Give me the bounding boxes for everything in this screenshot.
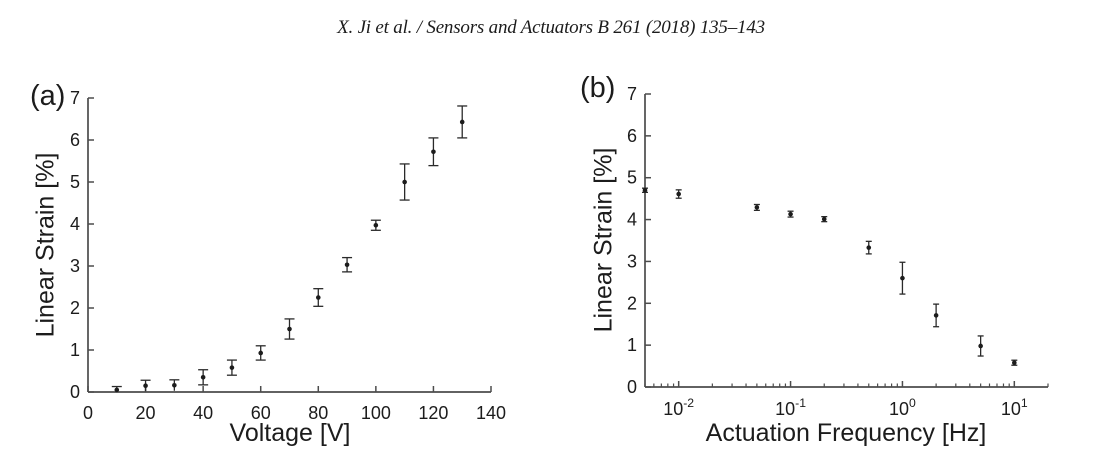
y-tick-label: 3 — [70, 256, 80, 276]
series-linear-strain-vs-voltage — [111, 105, 468, 393]
x-tick-label: 100 — [889, 396, 916, 419]
data-point — [402, 179, 407, 185]
panel-label-a: (a) — [30, 80, 66, 112]
x-tick-label: 10-1 — [775, 396, 806, 419]
data-point — [933, 313, 939, 318]
data-point — [114, 387, 120, 393]
x-tick-label: 140 — [476, 403, 506, 423]
data-point — [258, 350, 264, 356]
data-point — [172, 382, 177, 388]
x-tick-label: 101 — [1001, 396, 1028, 419]
data-point — [315, 295, 321, 300]
xaxis-title-b: Actuation Frequency [Hz] — [705, 419, 987, 447]
x-tick-label: 120 — [418, 403, 448, 423]
x-tick-label: 20 — [136, 403, 156, 423]
x-tick-label: 100 — [361, 403, 391, 423]
y-tick-label: 4 — [627, 210, 637, 230]
yaxis-title-a: Linear Strain [%] — [31, 152, 60, 338]
xaxis-title-a: Voltage [V] — [229, 419, 351, 447]
x-tick-label: 60 — [251, 403, 271, 423]
chart-a: 0 20 40 60 80 100 120 140 0 1 2 3 4 5 6 7 — [70, 88, 506, 423]
x-tick-label: 40 — [193, 403, 213, 423]
y-tick-label: 1 — [70, 340, 80, 360]
y-tick-label: 6 — [627, 126, 637, 146]
panel-label-b: (b) — [580, 72, 616, 104]
data-point — [200, 375, 206, 380]
y-tick-label: 7 — [627, 84, 637, 104]
x-tick-label: 80 — [308, 403, 328, 423]
data-point — [821, 216, 827, 222]
y-tick-label: 0 — [627, 377, 637, 397]
yaxis-title-b: Linear Strain [%] — [589, 147, 618, 333]
journal-running-head: X. Ji et al. / Sensors and Actuators B 2… — [337, 17, 765, 38]
y-tick-label: 1 — [627, 335, 637, 355]
data-point — [143, 383, 148, 389]
y-tick-label: 3 — [627, 251, 637, 271]
y-tick-label: 5 — [70, 172, 80, 192]
data-point — [431, 149, 436, 155]
y-tick-label: 2 — [627, 293, 637, 313]
data-point — [676, 191, 681, 197]
y-tick-label: 4 — [70, 214, 80, 234]
data-point — [344, 262, 350, 268]
data-point — [754, 205, 760, 210]
data-point — [1012, 360, 1017, 366]
y-tick-label: 6 — [70, 130, 80, 150]
data-point — [229, 365, 235, 370]
data-point — [900, 275, 905, 281]
data-point — [978, 343, 983, 349]
series-linear-strain-vs-frequency — [642, 187, 1018, 366]
data-point — [642, 187, 648, 193]
data-point — [287, 326, 292, 332]
y-tick-label: 0 — [70, 382, 80, 402]
x-tick-label: 10-2 — [663, 396, 694, 419]
data-point — [459, 119, 465, 125]
y-tick-label: 2 — [70, 298, 80, 318]
data-point — [866, 245, 872, 250]
data-point — [788, 211, 793, 217]
x-tick-label: 0 — [83, 403, 93, 423]
data-point — [373, 222, 379, 228]
y-tick-label: 7 — [70, 88, 80, 108]
y-tick-label: 5 — [627, 168, 637, 188]
